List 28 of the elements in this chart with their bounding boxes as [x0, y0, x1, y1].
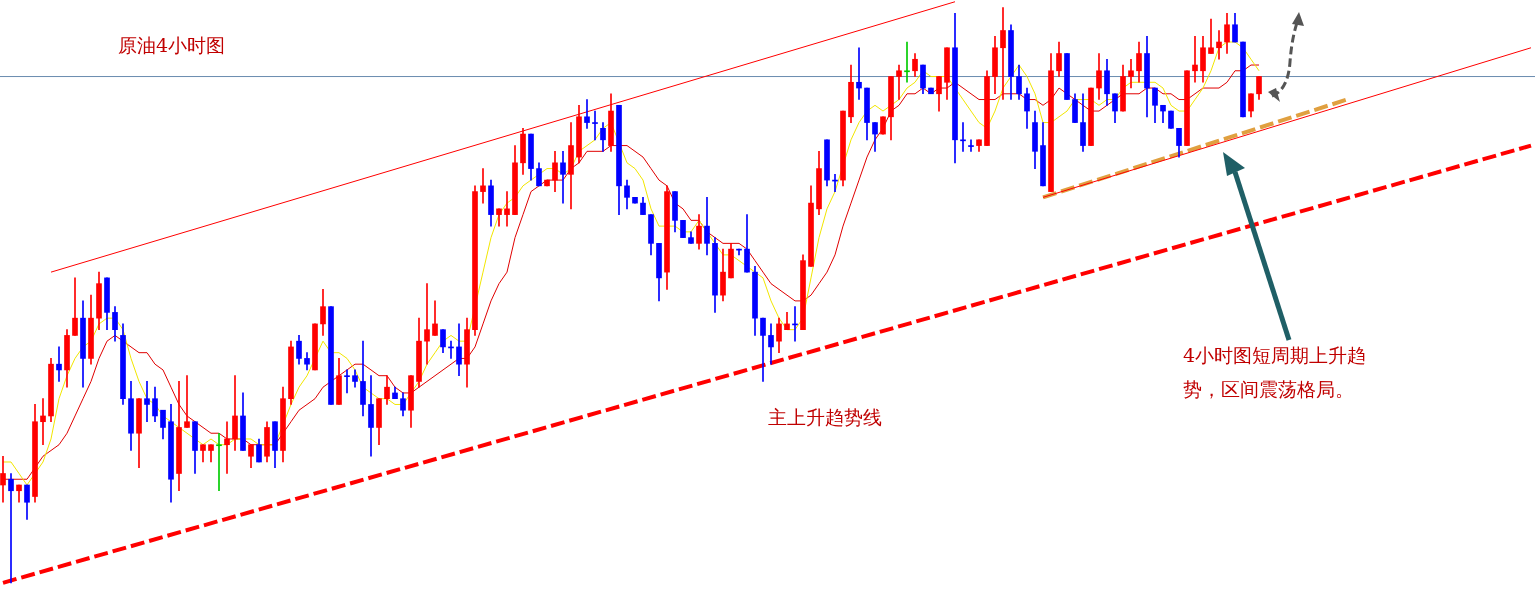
- candlestick: [224, 421, 230, 474]
- annotation: 主上升趋势线: [768, 405, 883, 430]
- candlestick: [144, 381, 150, 423]
- candlestick: [8, 473, 14, 584]
- candlestick: [184, 375, 190, 428]
- candlestick: [584, 99, 590, 129]
- candlestick: [40, 398, 46, 446]
- candlestick: [960, 122, 966, 152]
- candlestick: [904, 41, 910, 83]
- candlestick: [480, 168, 486, 204]
- text: 原油4小时图: [118, 33, 226, 58]
- candlestick: [1128, 58, 1134, 89]
- candlestick: [1208, 18, 1214, 54]
- candlestick: [424, 283, 430, 365]
- candlestick: [1192, 35, 1198, 83]
- candlestick: [968, 139, 974, 152]
- candlestick: [216, 432, 222, 492]
- candlestick: [592, 110, 598, 141]
- candlestick: [896, 64, 902, 100]
- annotation: 4小时图短周期上升趋势，区间震荡格局。: [1183, 343, 1368, 402]
- candlestick: [1216, 30, 1222, 60]
- candlestick: [0, 455, 6, 503]
- candlestick: [1000, 7, 1006, 100]
- candlestick: [504, 191, 510, 227]
- candlestick: [56, 346, 62, 382]
- candlestick: [560, 150, 566, 204]
- candlestick: [344, 369, 350, 394]
- candlestick: [856, 47, 862, 100]
